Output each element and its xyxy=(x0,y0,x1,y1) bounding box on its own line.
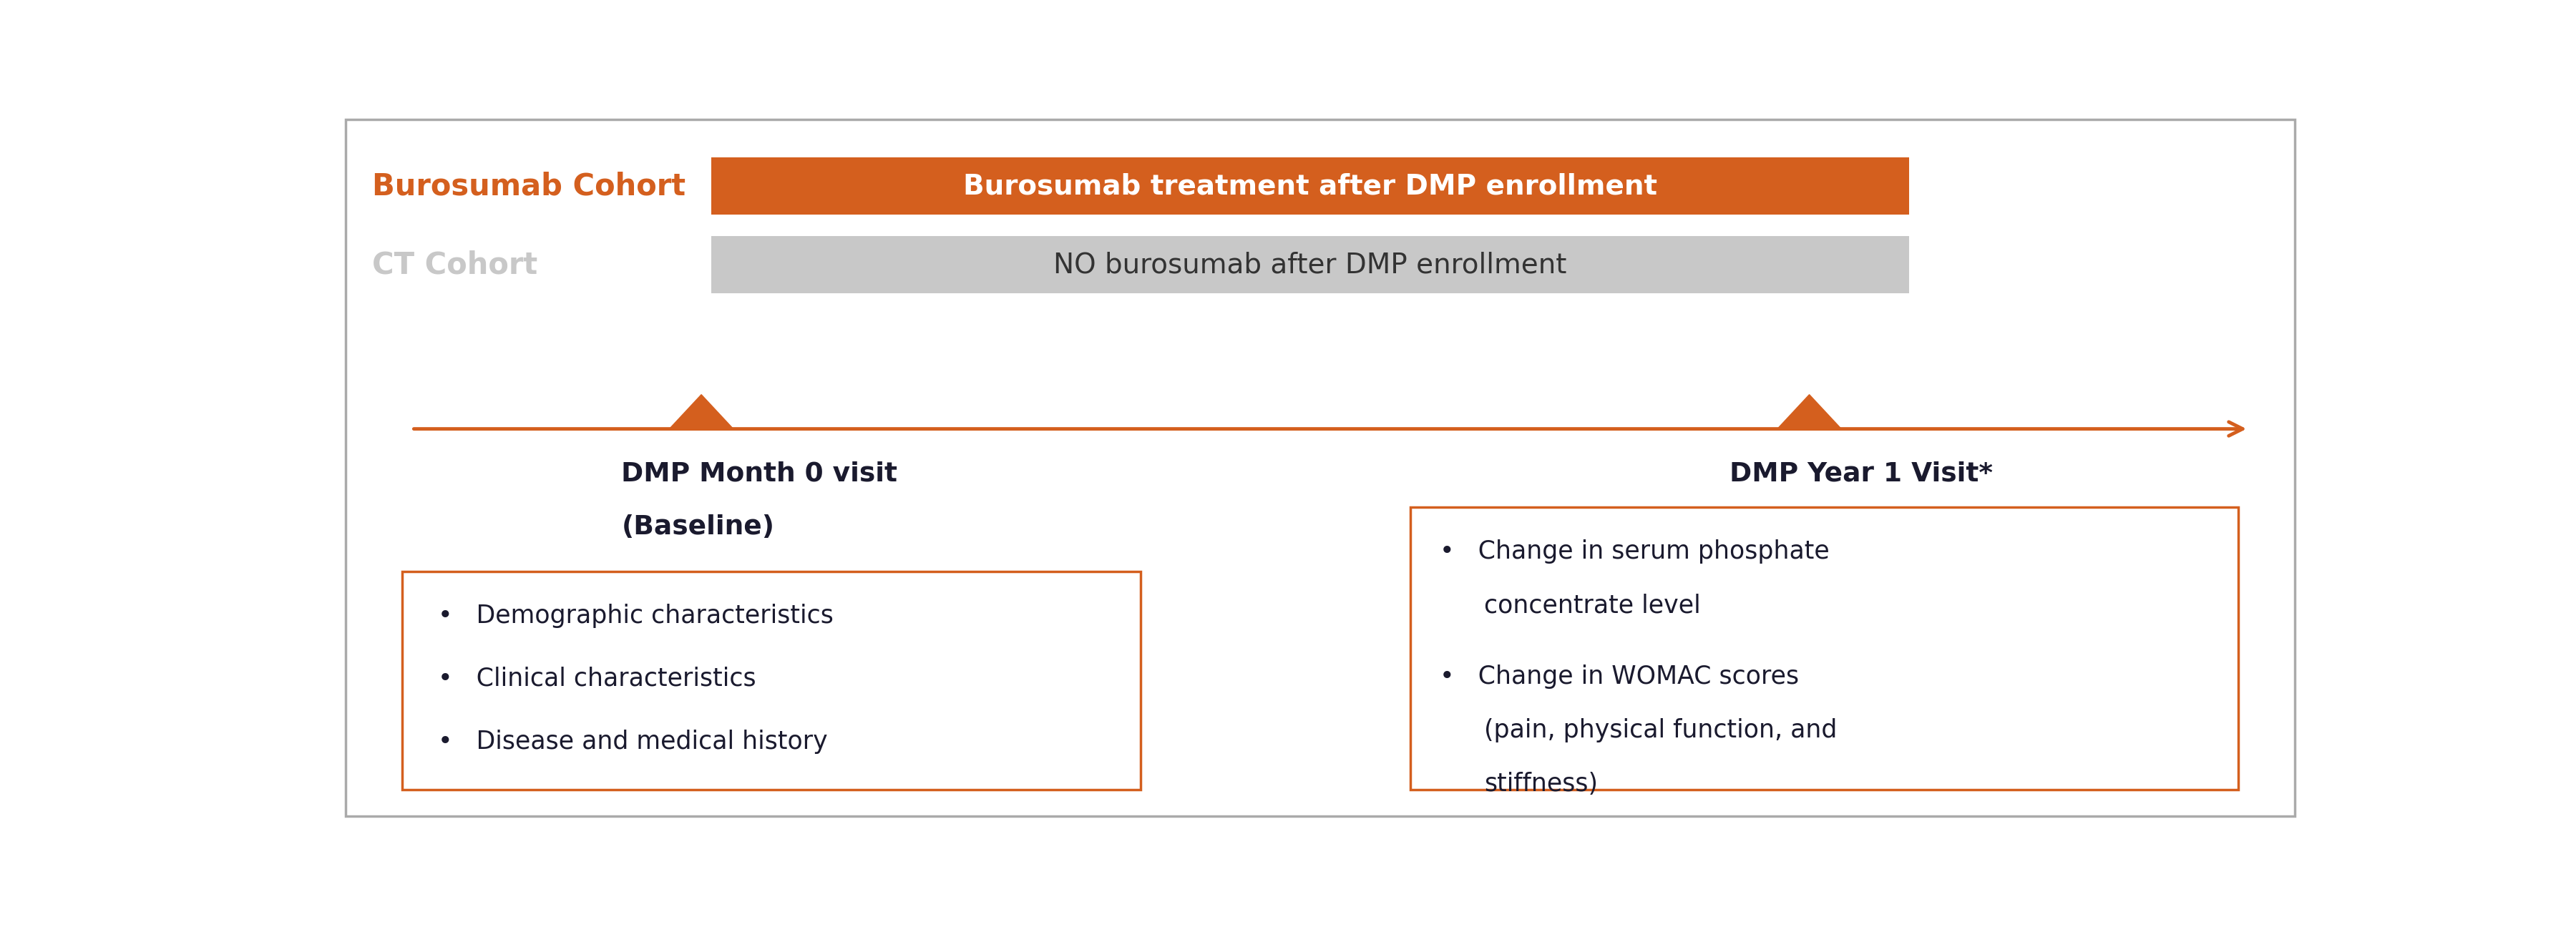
Text: stiffness): stiffness) xyxy=(1484,771,1597,795)
Text: Burosumab treatment after DMP enrollment: Burosumab treatment after DMP enrollment xyxy=(963,172,1656,200)
Text: Burosumab Cohort: Burosumab Cohort xyxy=(371,171,685,201)
FancyBboxPatch shape xyxy=(345,120,2295,817)
Text: (Baseline): (Baseline) xyxy=(621,514,775,540)
Polygon shape xyxy=(670,395,734,429)
Text: •   Clinical characteristics: • Clinical characteristics xyxy=(438,667,755,691)
FancyBboxPatch shape xyxy=(711,236,1909,293)
Text: DMP Month 0 visit: DMP Month 0 visit xyxy=(621,461,896,487)
Polygon shape xyxy=(1777,395,1842,429)
Text: (pain, physical function, and: (pain, physical function, and xyxy=(1484,717,1837,743)
Text: DMP Year 1 Visit*: DMP Year 1 Visit* xyxy=(1728,461,1994,487)
Text: CT Cohort: CT Cohort xyxy=(371,249,538,280)
Text: NO burosumab after DMP enrollment: NO burosumab after DMP enrollment xyxy=(1054,251,1566,278)
Text: •   Change in serum phosphate: • Change in serum phosphate xyxy=(1440,540,1829,564)
FancyBboxPatch shape xyxy=(1409,507,2239,790)
FancyArrowPatch shape xyxy=(415,422,2244,436)
Text: concentrate level: concentrate level xyxy=(1484,593,1700,617)
Text: •   Demographic characteristics: • Demographic characteristics xyxy=(438,603,835,629)
FancyBboxPatch shape xyxy=(402,572,1141,790)
Text: •   Change in WOMAC scores: • Change in WOMAC scores xyxy=(1440,665,1798,689)
Text: •   Disease and medical history: • Disease and medical history xyxy=(438,730,827,754)
FancyBboxPatch shape xyxy=(711,158,1909,215)
